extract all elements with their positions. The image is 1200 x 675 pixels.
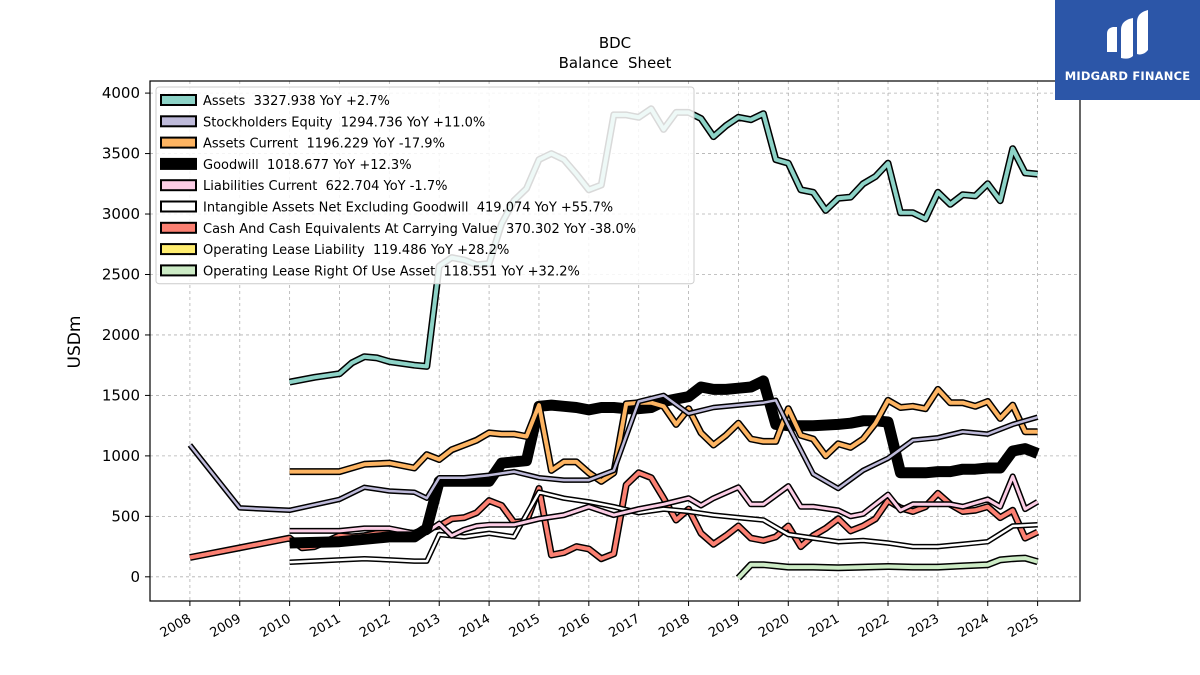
legend-label: Operating Lease Right Of Use Asset 118.5… bbox=[203, 264, 580, 279]
x-tick-label: 2011 bbox=[307, 611, 343, 641]
series-line bbox=[289, 385, 1038, 485]
axes-frame bbox=[149, 80, 1081, 602]
y-tick-label: 1500 bbox=[102, 386, 140, 404]
x-tick-label: 2020 bbox=[756, 611, 792, 641]
x-tick-label: 2015 bbox=[507, 611, 543, 641]
y-tick-label: 3500 bbox=[102, 145, 140, 163]
legend-label: Operating Lease Liability 119.486 YoY +2… bbox=[203, 243, 509, 258]
series-line bbox=[187, 392, 1039, 514]
y-tick-label: 2500 bbox=[102, 265, 140, 283]
series-stroke bbox=[289, 474, 1039, 538]
legend: Assets 3327.938 YoY +2.7% Stockholders Eq… bbox=[155, 86, 695, 285]
y-tick-label: 3000 bbox=[102, 205, 140, 223]
x-tick-label: 2019 bbox=[706, 611, 742, 641]
legend-label: Liabilities Current 622.704 YoY -1.7% bbox=[203, 179, 447, 194]
x-tick-label: 2022 bbox=[856, 611, 892, 641]
legend-swatch bbox=[160, 243, 197, 256]
legend-label: Cash And Cash Equivalents At Carrying Va… bbox=[203, 222, 636, 237]
x-tick-label: 2009 bbox=[208, 611, 244, 641]
y-tick-label: 0 bbox=[130, 568, 140, 586]
legend-swatch bbox=[160, 157, 197, 170]
legend-swatch bbox=[160, 179, 197, 192]
x-tick-label: 2024 bbox=[956, 611, 992, 641]
x-tick-label: 2021 bbox=[806, 611, 842, 641]
y-tick-label: 4000 bbox=[102, 84, 140, 102]
y-tick-label: 500 bbox=[111, 507, 140, 525]
x-tick-label: 2025 bbox=[1005, 611, 1041, 641]
series-stroke bbox=[289, 490, 1038, 564]
y-tick-label: 1000 bbox=[102, 447, 140, 465]
chart-subtitle: Balance Sheet bbox=[559, 54, 672, 72]
chart-title: BDC bbox=[599, 34, 631, 52]
x-tick-label: 2017 bbox=[607, 611, 643, 641]
series-line bbox=[289, 473, 1040, 539]
y-axis-label: USDm bbox=[65, 316, 85, 369]
legend-swatch bbox=[160, 115, 197, 128]
logo-text: MIDGARD FINANCE bbox=[1064, 69, 1191, 83]
legend-swatch bbox=[160, 136, 197, 149]
x-tick-label: 2023 bbox=[906, 611, 942, 641]
x-tick-label: 2014 bbox=[457, 611, 493, 641]
legend-label: Assets 3327.938 YoY +2.7% bbox=[203, 94, 390, 109]
logo-mark-icon bbox=[1107, 10, 1148, 59]
legend-swatch bbox=[160, 200, 197, 213]
legend-label: Stockholders Equity 1294.736 YoY +11.0% bbox=[203, 115, 485, 130]
legend-swatch bbox=[160, 264, 197, 277]
legend-box bbox=[155, 86, 695, 285]
series-line bbox=[735, 554, 1039, 581]
series-stroke bbox=[289, 387, 1038, 484]
series-stroke bbox=[188, 394, 1038, 512]
y-tick-label: 2000 bbox=[102, 326, 140, 344]
x-tick-label: 2013 bbox=[407, 611, 443, 641]
midgard-finance-logo: MIDGARD FINANCE bbox=[1055, 0, 1200, 100]
x-tick-label: 2018 bbox=[656, 611, 692, 641]
x-tick-label: 2010 bbox=[257, 611, 293, 641]
series-stroke bbox=[736, 556, 1039, 580]
legend-label: Goodwill 1018.677 YoY +12.3% bbox=[203, 158, 412, 173]
x-tick-label: 2012 bbox=[357, 611, 393, 641]
legend-label: Intangible Assets Net Excluding Goodwill… bbox=[203, 201, 613, 216]
legend-swatch bbox=[160, 221, 197, 234]
legend-swatch bbox=[160, 94, 197, 106]
x-tick-label: 2016 bbox=[557, 611, 593, 641]
legend-label: Assets Current 1196.229 YoY -17.9% bbox=[203, 137, 445, 152]
series-line bbox=[289, 489, 1038, 566]
x-tick-label: 2008 bbox=[158, 611, 194, 641]
